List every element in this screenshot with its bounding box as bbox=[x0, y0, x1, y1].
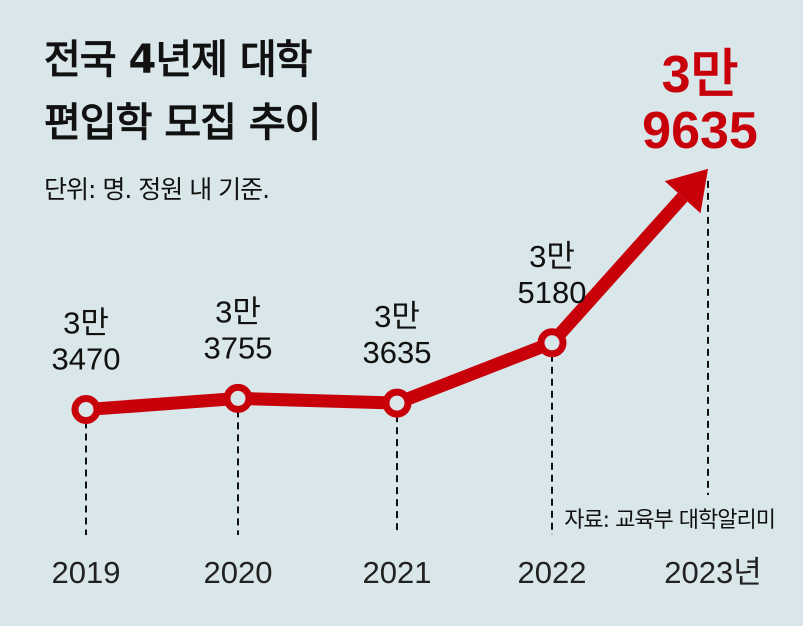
x-tick-label: 2022 bbox=[518, 555, 587, 590]
data-label: 3만 bbox=[529, 239, 575, 274]
data-point bbox=[537, 328, 567, 358]
x-tick-label: 2023년 bbox=[664, 555, 761, 590]
x-tick-label: 2019 bbox=[52, 555, 121, 590]
data-label: 5180 bbox=[518, 275, 587, 310]
data-label-highlight: 3만 bbox=[662, 46, 739, 104]
data-label: 3만 bbox=[215, 294, 261, 329]
chart-title-line-1: 전국 4년제 대학 bbox=[44, 37, 312, 83]
data-label: 3755 bbox=[204, 330, 273, 365]
chart-title-line-2: 편입학 모집 추이 bbox=[44, 100, 321, 146]
data-point bbox=[382, 388, 412, 418]
arrowhead-marker bbox=[664, 168, 708, 214]
data-label: 3만 bbox=[374, 299, 420, 334]
data-point bbox=[71, 395, 101, 425]
x-tick-label: 2020 bbox=[204, 555, 273, 590]
data-point bbox=[223, 383, 253, 413]
data-label: 3635 bbox=[363, 335, 432, 370]
unit-note: 단위: 명. 정원 내 기준. bbox=[44, 175, 270, 204]
x-tick-label: 2021 bbox=[363, 555, 432, 590]
data-label: 3만 bbox=[63, 306, 109, 341]
data-label: 3470 bbox=[52, 342, 121, 377]
source-note: 자료: 교육부 대학알리미 bbox=[564, 508, 776, 533]
data-label-highlight: 9635 bbox=[642, 102, 758, 160]
